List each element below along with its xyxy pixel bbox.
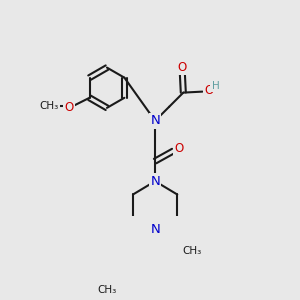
Text: CH₃: CH₃ — [40, 101, 59, 111]
Text: N: N — [150, 224, 160, 236]
Text: O: O — [174, 142, 184, 154]
Text: O: O — [64, 101, 74, 114]
Text: O: O — [204, 84, 214, 97]
Text: O: O — [178, 61, 187, 74]
Text: CH₃: CH₃ — [98, 285, 117, 295]
Text: CH₃: CH₃ — [182, 246, 202, 256]
Text: N: N — [150, 114, 160, 127]
Text: H: H — [212, 81, 219, 91]
Text: N: N — [150, 175, 160, 188]
